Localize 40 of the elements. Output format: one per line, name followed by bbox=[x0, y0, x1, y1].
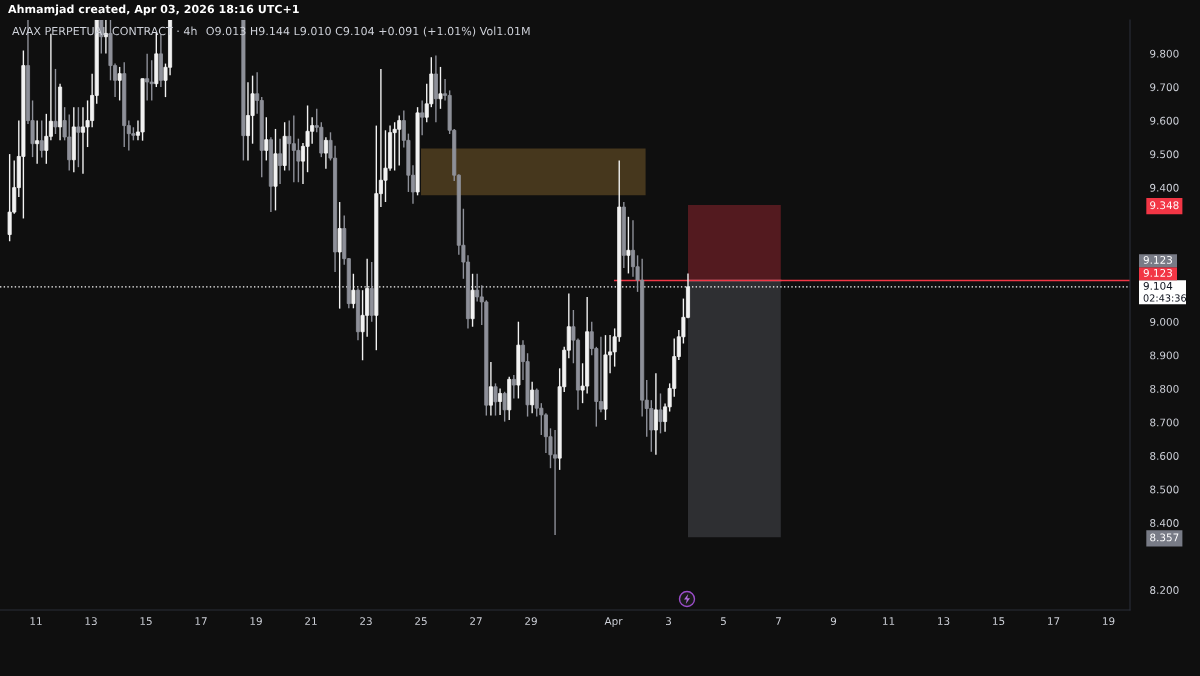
y-tick-label: 9.348 bbox=[1150, 201, 1179, 210]
y-tick-label: 8.200 bbox=[1150, 586, 1179, 594]
text: 02:43:36 bbox=[1143, 294, 1187, 302]
y-tick-label: 9.400 bbox=[1150, 183, 1179, 192]
text: Ahmamjad created, Apr 03, 2026 18:16 UTC+1 bbox=[8, 4, 299, 16]
x-tick-label: 5 bbox=[721, 617, 726, 626]
x-tick-label: 13 bbox=[938, 617, 950, 626]
x-tick-label: 13 bbox=[85, 617, 97, 626]
ref-line-label: 9.104 bbox=[1143, 281, 1173, 290]
y-tick-label: 8.600 bbox=[1150, 452, 1179, 460]
x-tick-label: 7 bbox=[776, 617, 781, 625]
y-tick-label: 8.357 bbox=[1150, 533, 1179, 542]
x-tick-label: 3 bbox=[665, 617, 671, 626]
x-tick-label: 19 bbox=[1103, 617, 1115, 626]
y-tick-label: 9.700 bbox=[1150, 83, 1179, 92]
data-label: 9.123 bbox=[1143, 268, 1172, 277]
y-tick-label: 9.800 bbox=[1150, 49, 1179, 58]
y-tick-label: 8.800 bbox=[1150, 384, 1179, 393]
y-tick-label: 8.500 bbox=[1150, 485, 1179, 494]
x-tick-label: 23 bbox=[360, 617, 372, 626]
x-tick-label: 27 bbox=[470, 617, 482, 625]
x-tick-label: 11 bbox=[30, 617, 42, 625]
x-tick-label: 15 bbox=[140, 617, 152, 626]
annotation: 9.123 bbox=[1143, 255, 1172, 264]
y-tick-label: 9.000 bbox=[1150, 317, 1179, 326]
x-tick-label: 11 bbox=[883, 617, 895, 625]
y-tick-label: 9.600 bbox=[1150, 116, 1179, 125]
x-tick-label: 29 bbox=[525, 617, 537, 626]
x-tick-label: 17 bbox=[195, 617, 207, 625]
x-tick-label: 19 bbox=[250, 617, 262, 626]
y-tick-label: 9.500 bbox=[1150, 150, 1179, 159]
x-tick-label: 25 bbox=[415, 617, 427, 626]
x-tick-label: 21 bbox=[305, 617, 317, 625]
x-tick-label: 15 bbox=[993, 617, 1005, 626]
y-tick-label: 8.400 bbox=[1150, 519, 1179, 527]
y-tick-label: 8.700 bbox=[1150, 418, 1179, 427]
x-tick-label: 9 bbox=[830, 617, 837, 626]
x-tick-label: Apr bbox=[604, 617, 623, 628]
y-tick-label: 8.900 bbox=[1150, 351, 1179, 360]
x-tick-label: 17 bbox=[1048, 617, 1060, 625]
